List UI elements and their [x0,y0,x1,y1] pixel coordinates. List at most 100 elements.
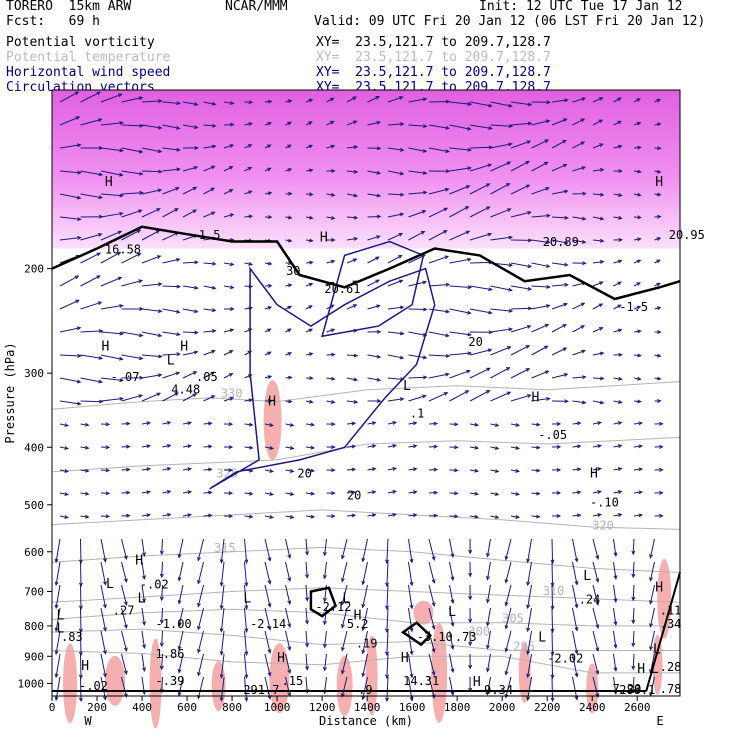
vector-head [267,603,272,608]
circulation-vector [428,147,449,153]
vector-head [142,598,146,603]
circulation-vector [305,469,314,472]
circulation-vector [346,354,358,357]
vector-head [545,304,551,309]
circulation-vector [162,101,180,104]
vector-head [636,121,642,126]
vector-head [197,625,201,631]
vector-head [412,421,418,426]
circulation-vector [551,584,554,609]
vector-head [330,192,336,197]
pv-value-label: .15 [282,674,304,688]
vector-head [267,191,273,196]
circulation-vector [633,491,642,494]
vector-head [536,514,541,519]
pv-contour-layer [51,225,681,647]
vector-head [103,558,107,563]
circulation-vector [59,116,80,126]
vector-head [564,262,569,267]
vector-head [244,628,249,633]
circulation-vector [592,97,603,103]
circulation-vector [223,373,233,379]
circulation-vector [449,308,471,314]
circulation-vector [632,653,635,670]
pv-value-label: -.39 [156,674,185,688]
circulation-vector [469,469,478,472]
circulation-vector [551,262,568,266]
vector-head [444,255,450,260]
vector-head [123,647,128,653]
circulation-vector [428,230,447,241]
circulation-vector [613,653,617,671]
theta-contour-label: 300 [468,624,490,638]
circulation-vector [592,327,603,333]
circulation-vector [428,207,448,218]
circulation-vector [408,514,417,517]
circulation-vector [367,193,381,197]
circulation-vector [527,584,532,609]
circulation-vector [244,307,253,310]
vector-head [126,444,131,449]
circulation-vector [531,120,550,126]
circulation-vector [182,445,191,448]
circulation-vector [244,399,253,402]
vector-head [613,575,618,580]
vector-head [54,696,59,702]
circulation-vector [346,237,358,241]
vector-head [289,445,295,450]
circulation-vector [367,170,381,174]
circulation-vector [572,216,586,220]
circulation-vector [285,607,291,628]
circulation-vector [223,213,234,218]
circulation-vector [469,164,492,172]
vector-head [211,349,216,354]
vector-head [617,513,623,517]
vector-head [331,468,336,473]
vector-head [248,491,254,496]
circulation-vector [121,584,128,606]
vector-head [119,211,124,216]
circulation-vector [408,468,417,471]
field-name-theta: Potential temperature [6,50,171,65]
vector-head [617,259,623,264]
circulation-vector [592,193,604,196]
circulation-vector [162,187,179,195]
vector-head [544,370,550,375]
vector-head [399,397,405,402]
vector-head [392,490,397,494]
vector-head [527,210,532,215]
circulation-vector [649,653,655,673]
vector-head [119,396,124,401]
circulation-vector [326,377,335,380]
pv-value-label: -3.10 [417,630,453,644]
circulation-vector [141,538,145,556]
circulation-vector [161,607,163,624]
vector-head [576,490,582,495]
circulation-vector [367,121,381,126]
upper-pv-shade [52,90,680,249]
vector-head [118,93,123,98]
circulation-vector [490,515,499,519]
circulation-vector [100,277,122,287]
pv-minimum-marker: L [583,569,591,584]
circulation-vector [649,561,655,581]
vector-head [444,187,450,192]
x-tick-label: 1600 [399,701,426,714]
vector-head [228,189,234,193]
vector-head [486,598,490,604]
vector-head [138,356,144,361]
circulation-vector [346,170,358,173]
vector-head [599,400,605,405]
circulation-vector [162,421,171,425]
circulation-vector [182,166,198,172]
circulation-vector [197,538,204,561]
circulation-vector [244,676,248,701]
vector-head [544,139,550,144]
vector-head [361,580,366,586]
circulation-vector [305,607,308,624]
circulation-vector [572,239,586,243]
circulation-vector [649,676,655,696]
vector-head [244,582,249,587]
vector-head [64,492,69,496]
